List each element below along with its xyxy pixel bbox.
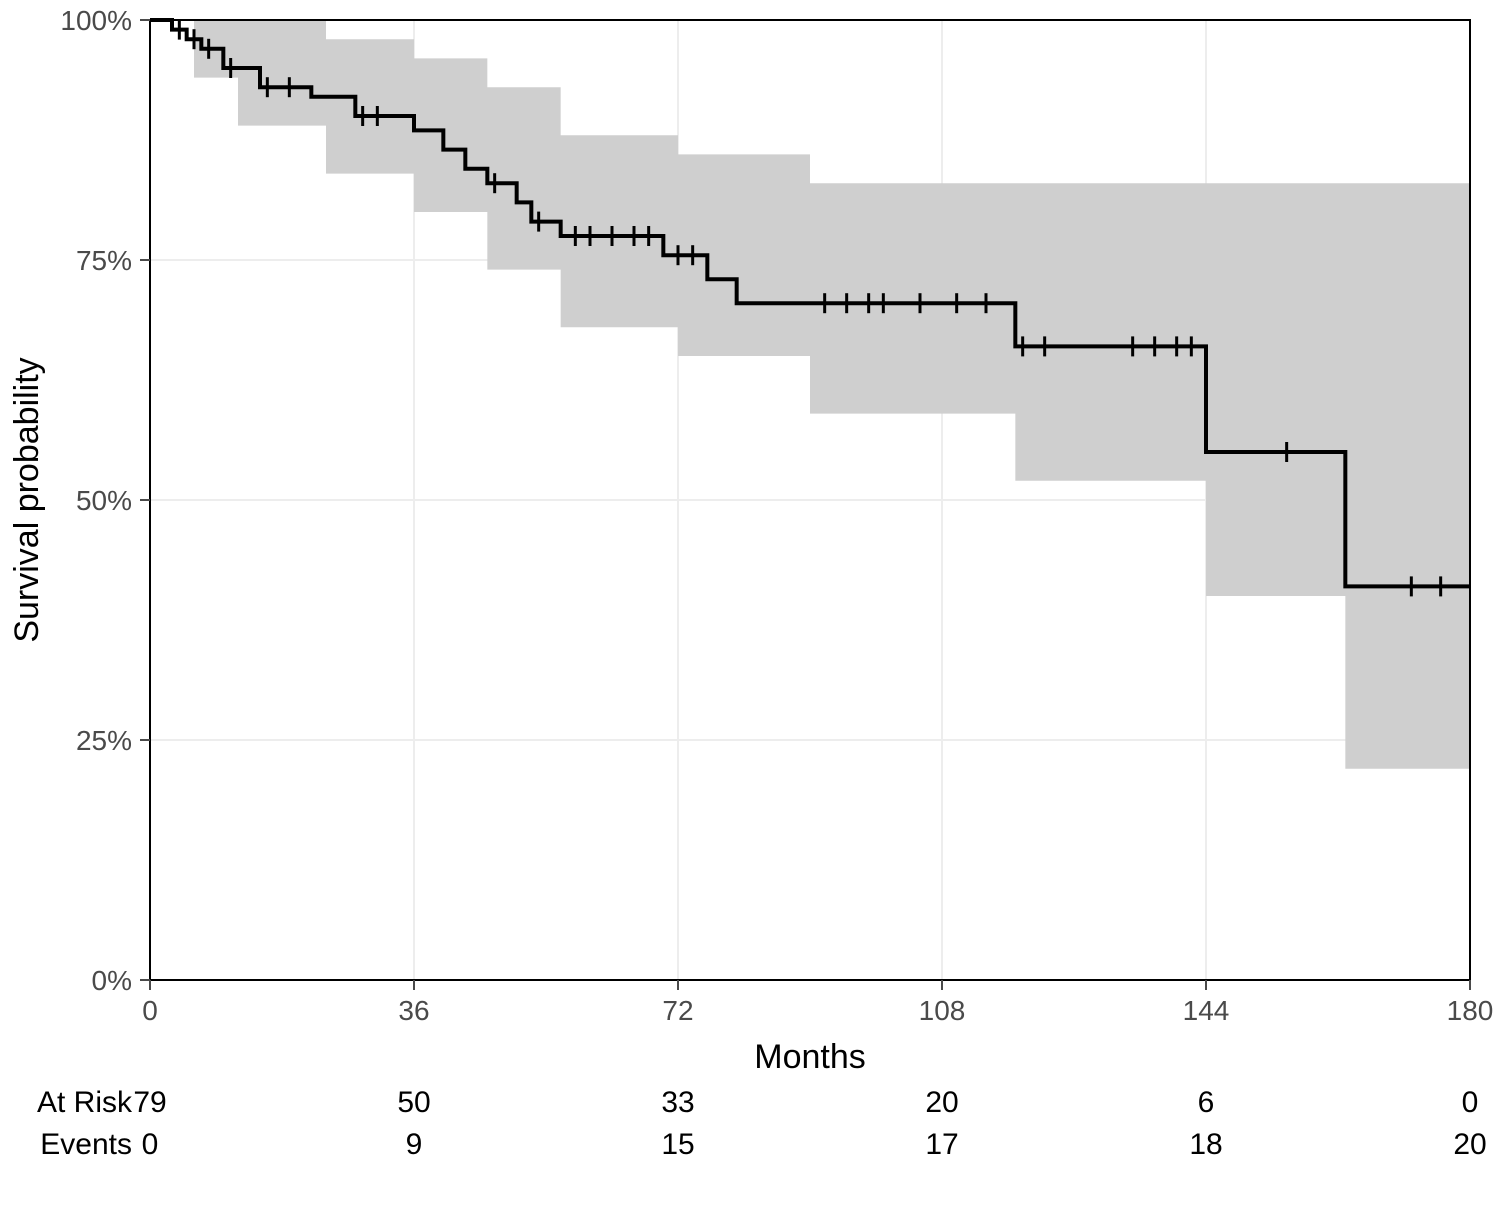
y-tick-label: 25%	[76, 725, 132, 756]
y-tick-label: 0%	[92, 965, 132, 996]
x-tick-label: 144	[1183, 995, 1230, 1026]
y-tick-label: 75%	[76, 245, 132, 276]
km-plot-svg: 036721081441800%25%50%75%100%MonthsSurvi…	[0, 0, 1498, 1210]
risk-table-value: 50	[397, 1086, 430, 1119]
risk-table-value: 20	[925, 1086, 958, 1119]
risk-table-value: 17	[925, 1128, 958, 1161]
y-tick-label: 50%	[76, 485, 132, 516]
x-tick-label: 108	[919, 995, 966, 1026]
risk-table-value: 0	[1462, 1086, 1479, 1119]
risk-table-value: 0	[142, 1128, 159, 1161]
risk-table-value: 79	[133, 1086, 166, 1119]
risk-table-value: 9	[406, 1128, 423, 1161]
x-axis-title: Months	[754, 1038, 866, 1076]
risk-table-value: 18	[1189, 1128, 1222, 1161]
y-axis-title: Survival probability	[8, 357, 46, 642]
risk-table-row-label: Events	[40, 1128, 132, 1161]
y-tick-label: 100%	[60, 5, 132, 36]
x-tick-label: 0	[142, 995, 158, 1026]
km-plot-container: { "chart": { "type": "kaplan-meier", "ba…	[0, 0, 1498, 1210]
risk-table-row-label: At Risk	[37, 1086, 133, 1119]
x-tick-label: 72	[662, 995, 693, 1026]
risk-table-value: 6	[1198, 1086, 1215, 1119]
x-tick-label: 180	[1447, 995, 1494, 1026]
risk-table-value: 20	[1453, 1128, 1486, 1161]
risk-table-value: 33	[661, 1086, 694, 1119]
risk-table-value: 15	[661, 1128, 694, 1161]
x-tick-label: 36	[398, 995, 429, 1026]
